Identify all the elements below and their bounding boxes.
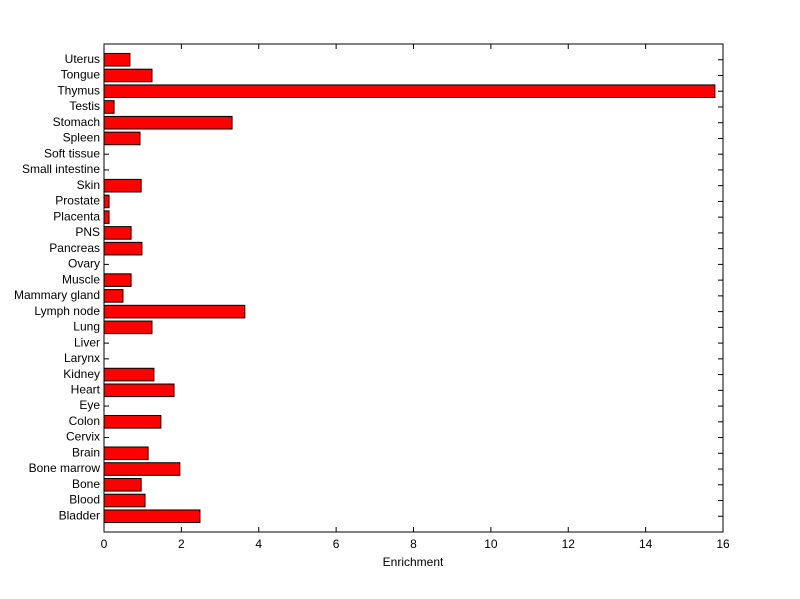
y-tick-label: Lung (73, 320, 100, 334)
y-tick-label: Testis (69, 99, 100, 113)
bar (103, 178, 142, 193)
x-tick-label: 8 (410, 537, 417, 551)
bar (103, 52, 131, 67)
bar (103, 367, 155, 382)
bar (103, 289, 124, 303)
bar (103, 383, 175, 398)
y-tick-label: Larynx (64, 351, 100, 365)
bar (103, 462, 181, 476)
y-tick-label: Mammary gland (14, 288, 100, 302)
bar (103, 115, 233, 130)
y-tick-label: Uterus (65, 52, 100, 66)
y-tick-label: Stomach (53, 115, 100, 129)
y-tick-label: Soft tissue (44, 146, 100, 160)
y-tick-label: Muscle (62, 272, 100, 286)
x-tick-label: 2 (178, 537, 185, 551)
y-tick-label: PNS (75, 225, 100, 239)
x-axis-label: Enrichment (383, 555, 444, 569)
y-tick-label: Kidney (63, 367, 100, 381)
bar (103, 210, 110, 224)
y-tick-label: Colon (69, 414, 100, 428)
bar (103, 226, 132, 240)
y-tick-label: Pancreas (49, 241, 100, 255)
y-tick-label: Prostate (55, 194, 100, 208)
bar (103, 477, 142, 492)
y-tick-label: Ovary (68, 257, 100, 271)
bar (103, 509, 201, 524)
x-tick-label: 12 (562, 537, 576, 551)
x-tick-label: 6 (333, 537, 340, 551)
y-tick-label: Lymph node (34, 304, 100, 318)
y-tick-label: Eye (79, 398, 100, 412)
x-tick-label: 14 (639, 537, 653, 551)
x-tick-label: 0 (101, 537, 108, 551)
x-tick-label: 16 (716, 537, 730, 551)
y-tick-label: Bone (72, 477, 100, 491)
y-tick-label: Heart (71, 382, 101, 396)
bar (103, 304, 246, 319)
bar (103, 273, 132, 287)
y-tick-label: Cervix (66, 430, 100, 444)
y-tick-label: Tongue (61, 68, 101, 82)
bar (103, 68, 153, 83)
y-tick-label: Bone marrow (29, 461, 101, 475)
bar (103, 194, 110, 209)
bar (103, 446, 149, 461)
y-tick-label: Thymus (57, 83, 100, 97)
bar (103, 84, 716, 99)
bar (103, 241, 143, 256)
y-tick-label: Small intestine (22, 162, 100, 176)
y-tick-label: Brain (72, 445, 100, 459)
x-tick-label: 10 (484, 537, 498, 551)
bar (103, 415, 162, 429)
bar (103, 131, 141, 146)
bar (103, 320, 153, 335)
y-tick-label: Liver (74, 335, 100, 349)
y-tick-label: Blood (69, 493, 100, 507)
bar (103, 493, 146, 508)
x-tick-label: 4 (255, 537, 262, 551)
y-tick-label: Spleen (63, 131, 100, 145)
y-tick-label: Bladder (59, 508, 100, 522)
bar (103, 100, 115, 114)
y-tick-label: Skin (77, 178, 100, 192)
y-tick-label: Placenta (53, 209, 100, 223)
